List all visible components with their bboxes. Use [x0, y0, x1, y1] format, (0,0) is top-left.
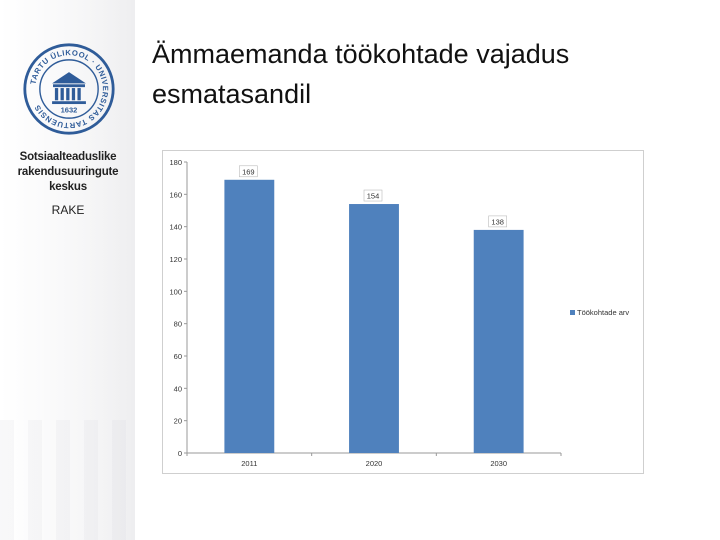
- x-tick-label: 2011: [241, 459, 257, 468]
- data-label-2011: 169: [242, 167, 255, 176]
- bar-2030: [473, 229, 524, 453]
- data-label-2020: 154: [367, 192, 380, 201]
- y-tick-label: 60: [174, 352, 182, 361]
- university-seal-logo: TARTU ÜLIKOOL · UNIVERSITAS TARTUENSIS 1…: [23, 43, 115, 135]
- unit-name: Sotsiaalteaduslike rakendusuuringute kes…: [17, 151, 119, 193]
- y-tick-label: 120: [169, 255, 182, 264]
- svg-text:1632: 1632: [61, 106, 78, 115]
- x-tick-label: 2030: [490, 459, 507, 468]
- sidebar: TARTU ÜLIKOOL · UNIVERSITAS TARTUENSIS 1…: [0, 0, 135, 540]
- legend-swatch: [570, 310, 575, 315]
- unit-abbreviation: RAKE: [51, 203, 85, 217]
- y-tick-label: 40: [174, 384, 182, 393]
- data-label-box: [488, 215, 507, 228]
- y-tick-label: 100: [169, 287, 182, 296]
- y-tick-label: 160: [169, 190, 182, 199]
- chart-canvas: 0 20 40 60 80 100 120 140 160 180 169 2011 154 2020 13…: [169, 158, 629, 468]
- bar-2020: [349, 204, 399, 453]
- y-tick-label: 80: [174, 320, 182, 329]
- y-tick-label: 0: [178, 449, 182, 458]
- y-tick-label: 180: [169, 158, 182, 167]
- slide-title: Ämmaemanda töökohtade vajadus esmatasand…: [152, 39, 570, 109]
- y-tick-label: 20: [174, 417, 182, 426]
- data-label-2030: 138: [491, 217, 504, 226]
- x-tick-label: 2020: [366, 459, 383, 468]
- data-label-box: [239, 165, 258, 178]
- bar-chart: 0 20 40 60 80 100 120 140 160 180 169 2011 154 2020 13…: [162, 150, 644, 474]
- legend-label: Töökohtade arv: [577, 308, 629, 317]
- y-tick-label: 140: [169, 223, 182, 232]
- bar-2011: [224, 179, 275, 453]
- data-label-box: [363, 189, 383, 202]
